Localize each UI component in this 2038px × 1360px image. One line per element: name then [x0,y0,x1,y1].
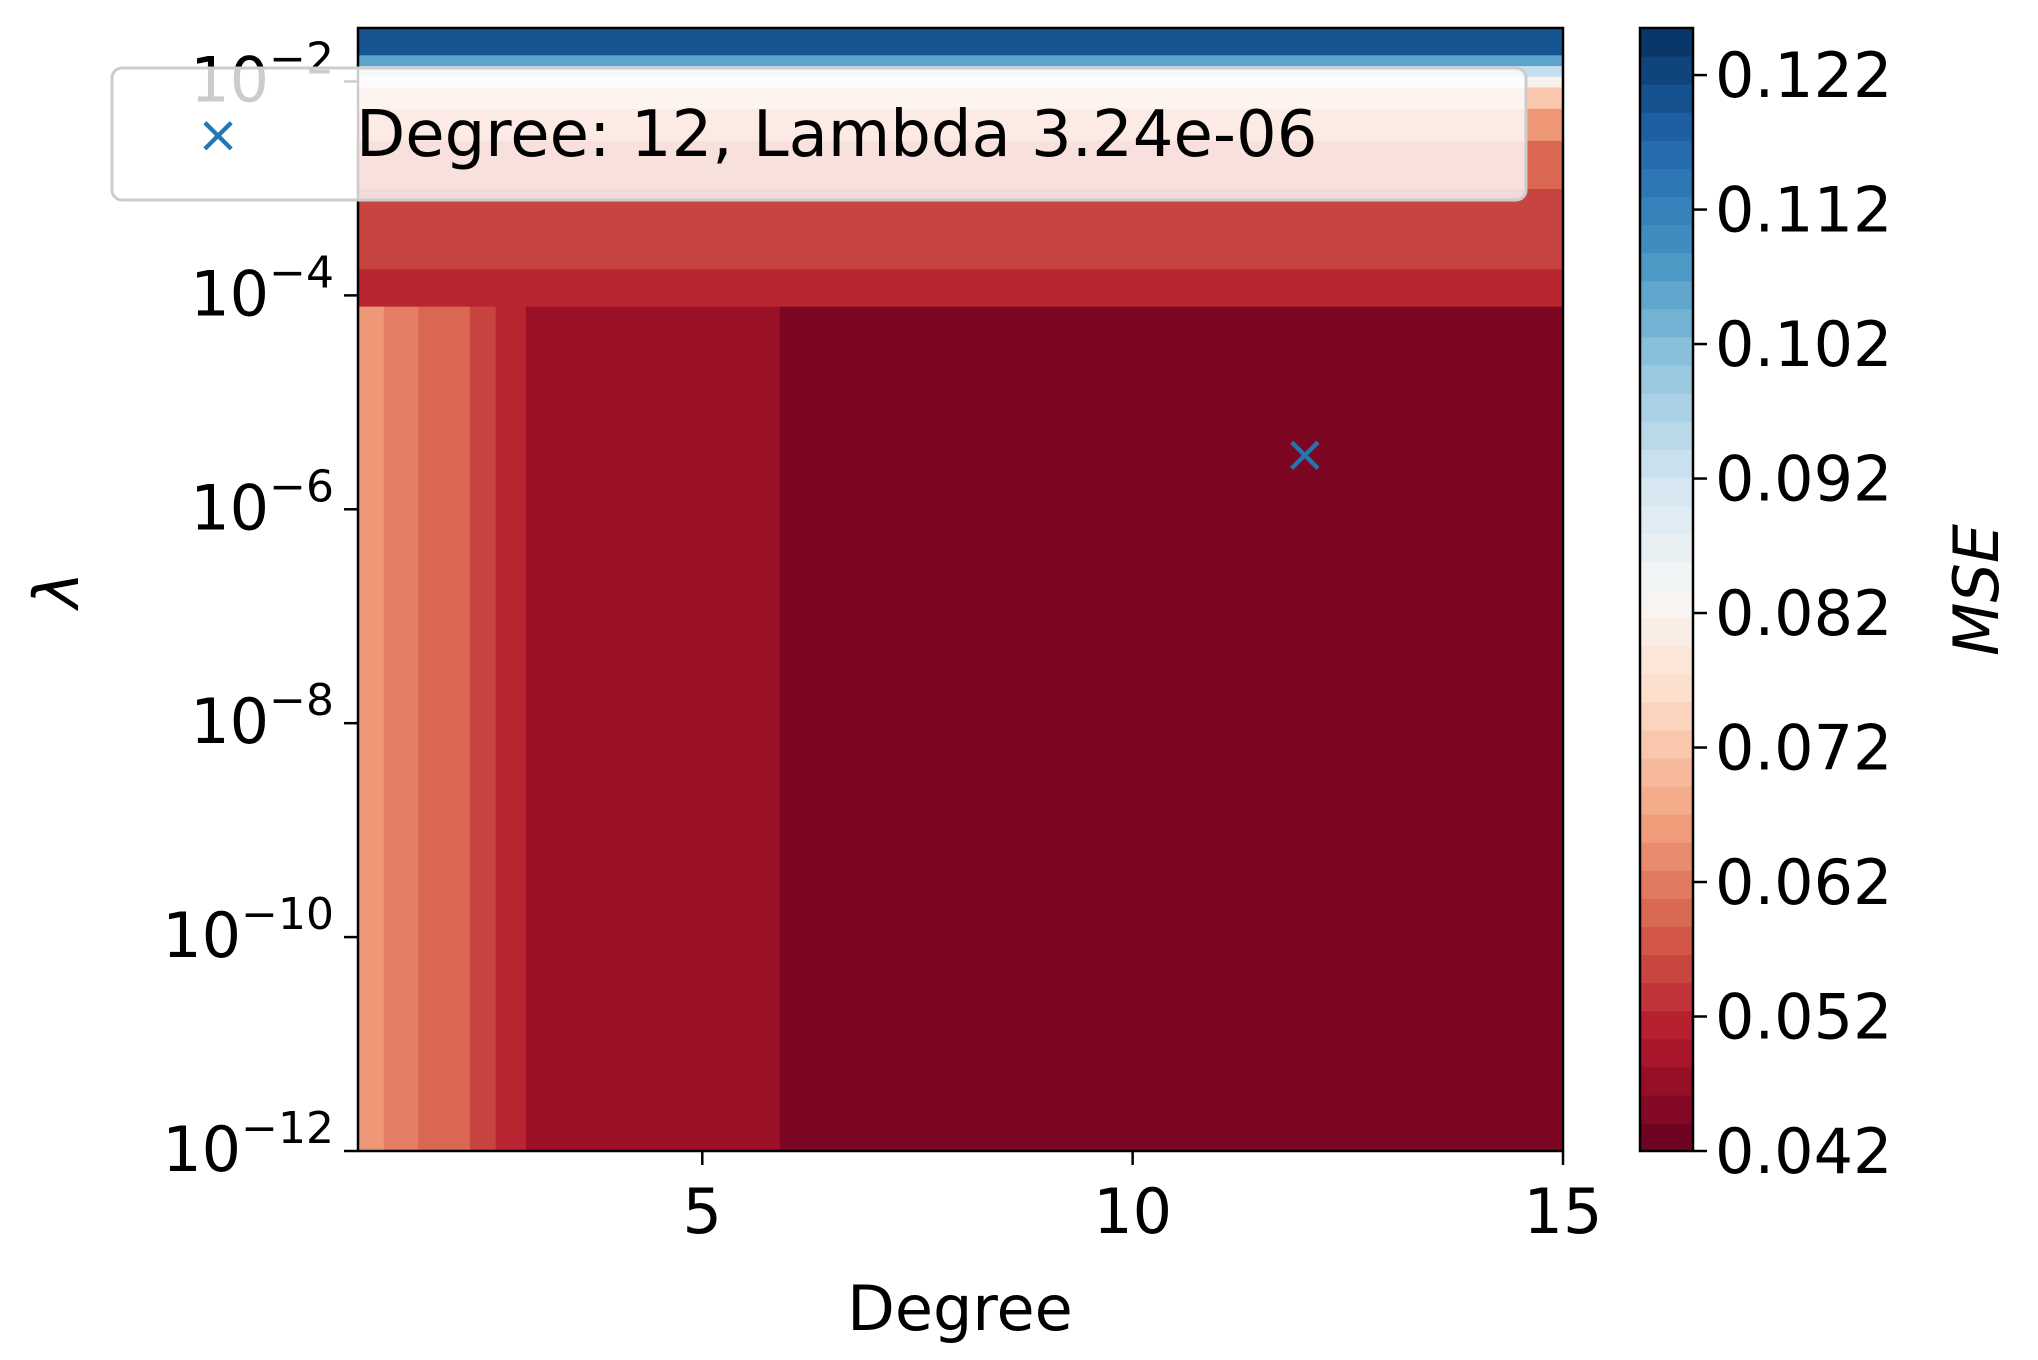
colorbar-level-2 [1640,1066,1693,1096]
colorbar-level-38 [1640,56,1693,85]
colorbar-tick-label-3: 0.072 [1715,712,1893,785]
colorbar-level-12 [1640,786,1693,815]
y-tick-label--4: 10−4 [190,247,334,330]
colorbar-level-19 [1640,589,1693,619]
colorbar-tick-label-0: 0.042 [1715,1115,1893,1188]
colorbar-level-17 [1640,645,1693,675]
optimum-layer: × [1283,425,1327,485]
colorbar-tick-label-8: 0.122 [1715,39,1893,112]
colorbar-level-25 [1640,421,1693,450]
colorbar-level-36 [1640,112,1693,141]
y-tick-label--12: 10−12 [162,1103,334,1186]
legend: × Degree: 12, Lambda 3.24e-06 [110,66,1528,202]
colorbar-level-24 [1640,449,1693,478]
colorbar-tick-label-7: 0.112 [1715,174,1893,247]
colorbar-level-6 [1640,954,1693,984]
mse-band-lambda-1 [358,188,1563,270]
colorbar-level-20 [1640,561,1693,591]
colorbar-level-39 [1640,28,1693,57]
colorbar-level-7 [1640,926,1693,956]
colorbar-level-5 [1640,982,1693,1012]
colorbar-level-8 [1640,898,1693,927]
colorbar: 0.042 0.052 0.062 0.072 0.082 0.092 0.102 0.112… [1638,26,1893,1188]
heatmap-plot-area [358,28,1563,1151]
plot-frame [356,26,1565,1153]
x-tick-label-15: 15 [1524,1175,1603,1248]
colorbar-level-35 [1640,140,1693,169]
colorbar-level-11 [1640,814,1693,843]
colorbar-level-37 [1640,84,1693,113]
colorbar-level-31 [1640,252,1693,282]
x-tick-label-5: 5 [683,1175,722,1248]
colorbar-tick-label-4: 0.082 [1715,577,1893,650]
mse-band-lambda-8 [358,28,1563,56]
colorbar-level-15 [1640,701,1693,731]
y-axis-label: λ [20,572,93,612]
colorbar-level-16 [1640,673,1693,703]
colorbar-level-3 [1640,1038,1693,1068]
optimum-marker: × [1283,425,1327,485]
legend-box [110,66,1528,202]
colorbar-level-13 [1640,757,1693,787]
colorbar-level-32 [1640,224,1693,254]
colorbar-level-4 [1640,1010,1693,1040]
colorbar-level-10 [1640,842,1693,871]
legend-marker: × [196,105,240,165]
mse-band-lambda-7 [358,54,1563,67]
x-tick-label-10: 10 [1093,1175,1172,1248]
colorbar-level-18 [1640,617,1693,647]
y-tick-label--6: 10−6 [190,461,334,544]
colorbar-level-21 [1640,533,1693,563]
colorbar-level-34 [1640,168,1693,198]
y-tick-label--8: 10−8 [190,675,334,758]
colorbar-tick-label-1: 0.052 [1715,981,1893,1054]
colorbar-level-26 [1640,392,1693,422]
colorbar-level-0 [1640,1122,1693,1152]
colorbar-level-28 [1640,336,1693,366]
colorbar-frame [1638,26,1695,1153]
colorbar-level-29 [1640,308,1693,338]
colorbar-tick-label-6: 0.102 [1715,308,1893,381]
colorbar-tick-label-2: 0.062 [1715,846,1893,919]
colorbar-level-27 [1640,364,1693,394]
legend-label: Degree: 12, Lambda 3.24e-06 [356,98,1317,172]
colorbar-level-30 [1640,280,1693,310]
y-tick-label--10: 10−10 [162,889,334,972]
mse-band-lambda-0 [358,268,1563,307]
colorbar-level-1 [1640,1094,1693,1124]
x-axis: 5 10 15 [683,1151,1603,1248]
colorbar-level-14 [1640,729,1693,759]
colorbar-label: MSE [1940,523,2013,656]
colorbar-level-23 [1640,477,1693,506]
colorbar-tick-label-5: 0.092 [1715,443,1893,516]
colorbar-level-33 [1640,196,1693,226]
x-axis-label: Degree [847,1272,1073,1345]
colorbar-level-9 [1640,870,1693,899]
colorbar-level-22 [1640,505,1693,534]
